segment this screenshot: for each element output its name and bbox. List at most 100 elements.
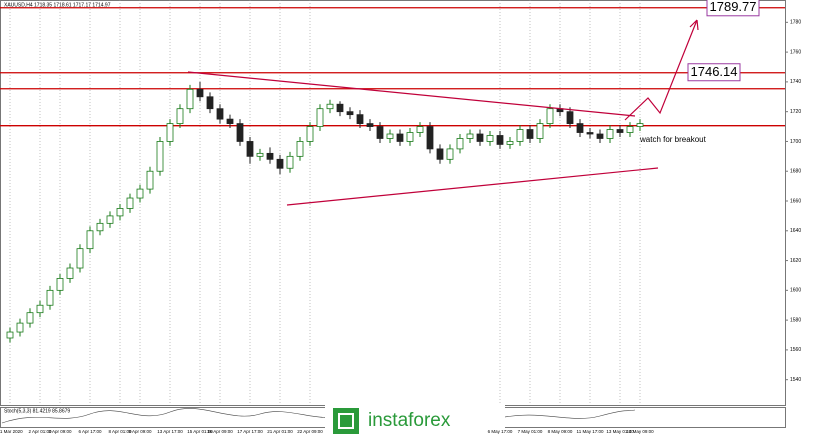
y-tick-label: 1700 (790, 139, 801, 145)
x-tick-label: 13 Apr 17:00 (157, 429, 183, 434)
candle-body (236, 123, 244, 142)
candle-body (166, 123, 174, 142)
candle-body (286, 155, 294, 169)
candle-body (146, 170, 154, 190)
level-box (706, 0, 760, 17)
candle-body (436, 148, 444, 160)
candle-body (326, 103, 334, 110)
annotation: watch for breakout (639, 135, 707, 144)
candle-body (356, 114, 364, 124)
candle-body (616, 129, 624, 133)
plot-frame (0, 0, 786, 406)
y-tick-label: 1640 (790, 228, 801, 234)
candle-body (346, 111, 354, 116)
x-tick-label: 22 Apr 09:00 (297, 429, 323, 434)
candle-body (136, 188, 144, 199)
y-tick-label: 1560 (790, 347, 801, 353)
candle-body (36, 304, 44, 314)
trend-line-lower (286, 167, 659, 206)
candle-body (446, 148, 454, 160)
x-tick-label: 9 Apr 09:00 (128, 429, 152, 434)
candle-body (176, 108, 184, 124)
y-tick-label: 1740 (790, 79, 801, 85)
candle-body (486, 135, 494, 142)
x-tick-label: 8 May 09:00 (548, 429, 573, 434)
candle-body (246, 141, 254, 157)
candle-body (606, 129, 614, 139)
candle-body (126, 197, 134, 209)
x-tick-label: 14 May 09:00 (626, 429, 654, 434)
candle-body (516, 129, 524, 142)
candle-body (336, 103, 344, 113)
candle-body (456, 138, 464, 150)
candle-body (306, 126, 314, 142)
x-tick-label: 31 Mar 2020 (0, 429, 23, 434)
x-tick-label: 15 Apr 01:00 (187, 429, 213, 434)
candle-body (476, 133, 484, 142)
candle-body (266, 152, 274, 160)
candle-body (156, 141, 164, 172)
x-tick-label: 6 May 17:00 (488, 429, 513, 434)
x-tick-label: 3 Apr 09:00 (48, 429, 72, 434)
y-tick-label: 1580 (790, 317, 801, 323)
candle-body (86, 230, 94, 250)
candle-body (66, 267, 74, 279)
x-tick-label: 6 Apr 17:00 (78, 429, 102, 434)
candle-body (376, 126, 384, 139)
candle-body (466, 133, 474, 139)
candle-body (526, 129, 534, 139)
trend-line-upper (187, 71, 636, 117)
candle-body (506, 141, 514, 145)
x-tick-label: 17 Apr 17:00 (237, 429, 263, 434)
watermark: instaforex (325, 405, 505, 437)
candle-body (496, 135, 504, 145)
candle-body (116, 208, 124, 217)
candle-body (586, 132, 594, 135)
candle-body (596, 133, 604, 139)
watermark-text: instaforex (368, 410, 451, 431)
candle-body (576, 123, 584, 133)
candle-body (416, 126, 424, 133)
x-tick-label: 16 Apr 09:00 (207, 429, 233, 434)
candle-body (316, 108, 324, 127)
projection-arrow (624, 19, 698, 121)
candle-body (16, 322, 24, 333)
arrow-head (689, 19, 699, 31)
candle-body (256, 152, 264, 157)
candle-body (626, 126, 634, 133)
x-tick-label: 13 May 01:00 (606, 429, 634, 434)
candle-body (26, 312, 34, 324)
candle-body (106, 215, 114, 224)
candle-body (386, 133, 394, 139)
candle-body (216, 108, 224, 120)
y-tick-label: 1620 (790, 258, 801, 264)
candle-body (186, 88, 194, 110)
candle-body (426, 126, 434, 150)
x-tick-label: 2 Apr 01:00 (28, 429, 52, 434)
level-label: 1789.77 (710, 0, 757, 14)
candle-body (636, 123, 644, 127)
y-tick-label: 1600 (790, 288, 801, 294)
candle-body (46, 289, 54, 306)
candle-body (396, 133, 404, 142)
indicator-line (1, 408, 636, 424)
y-tick-label: 1780 (790, 20, 801, 26)
candle-body (566, 111, 574, 124)
candle-body (366, 123, 374, 127)
x-tick-label: 21 Apr 01:00 (267, 429, 293, 434)
x-tick-label: 8 Apr 01:00 (108, 429, 132, 434)
candle-body (546, 108, 554, 124)
candle-body (6, 331, 14, 339)
candle-body (96, 222, 104, 232)
candle-body (56, 278, 64, 291)
y-tick-label: 1760 (790, 49, 801, 55)
chart-title: XAUUSD,H4 1718.35 1718.61 1717.17 1714.9… (4, 2, 111, 8)
y-tick-label: 1540 (790, 377, 801, 383)
candle-body (296, 141, 304, 157)
candle-body (226, 118, 234, 124)
x-tick-label: 7 May 01:00 (518, 429, 543, 434)
candle-body (406, 132, 414, 142)
candle-body (196, 88, 204, 98)
candle-body (276, 158, 284, 169)
